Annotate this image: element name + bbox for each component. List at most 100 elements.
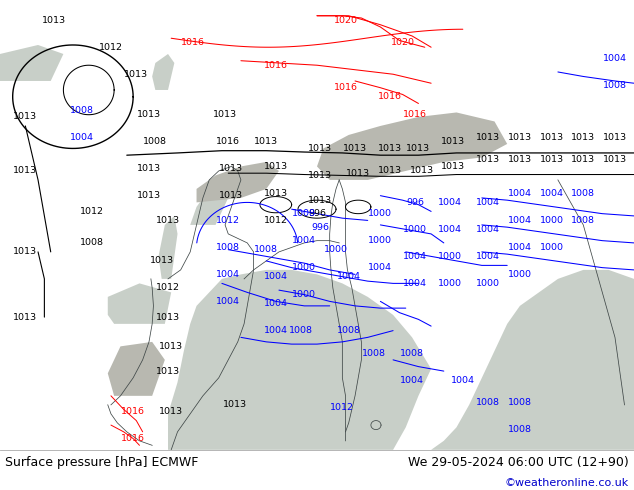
Text: 1004: 1004 — [216, 297, 240, 306]
Text: 1004: 1004 — [400, 376, 424, 385]
Polygon shape — [317, 113, 507, 180]
Text: 1008: 1008 — [254, 245, 278, 254]
Polygon shape — [108, 283, 171, 324]
Polygon shape — [0, 45, 63, 81]
Text: 1013: 1013 — [378, 167, 402, 175]
Text: 1004: 1004 — [403, 279, 427, 288]
Text: Surface pressure [hPa] ECMWF: Surface pressure [hPa] ECMWF — [5, 456, 198, 469]
Text: 1016: 1016 — [403, 110, 427, 119]
Text: 1008: 1008 — [400, 348, 424, 358]
Text: 1020: 1020 — [333, 16, 358, 24]
Text: 1004: 1004 — [368, 263, 392, 272]
Text: 1000: 1000 — [540, 216, 564, 225]
Text: 1013: 1013 — [213, 110, 237, 119]
Text: 1004: 1004 — [508, 243, 532, 252]
Text: 1013: 1013 — [264, 189, 288, 198]
Text: 1013: 1013 — [508, 133, 532, 142]
Text: 1004: 1004 — [403, 252, 427, 261]
Text: 1008: 1008 — [571, 189, 595, 198]
Text: 1008: 1008 — [292, 209, 316, 218]
Text: 1013: 1013 — [476, 133, 500, 142]
Polygon shape — [190, 180, 228, 225]
Text: 1004: 1004 — [476, 198, 500, 207]
Text: 1004: 1004 — [264, 272, 288, 281]
Text: 1013: 1013 — [219, 164, 243, 173]
Text: 1016: 1016 — [264, 61, 288, 70]
Text: 1008: 1008 — [143, 137, 167, 146]
Text: 1013: 1013 — [476, 155, 500, 164]
Text: 1013: 1013 — [603, 133, 627, 142]
Text: 1000: 1000 — [540, 243, 564, 252]
Text: 1013: 1013 — [13, 247, 37, 256]
Text: 1013: 1013 — [137, 164, 161, 173]
Text: 1013: 1013 — [13, 112, 37, 122]
Text: 1013: 1013 — [137, 110, 161, 119]
Text: 1008: 1008 — [508, 398, 532, 407]
Text: 1000: 1000 — [438, 279, 462, 288]
Text: 1008: 1008 — [571, 216, 595, 225]
Text: 1008: 1008 — [289, 326, 313, 335]
Text: 1013: 1013 — [264, 162, 288, 171]
Text: 1004: 1004 — [292, 236, 316, 245]
Text: 1020: 1020 — [391, 38, 415, 47]
Text: 1013: 1013 — [406, 144, 430, 153]
Text: We 29-05-2024 06:00 UTC (12+90): We 29-05-2024 06:00 UTC (12+90) — [408, 456, 629, 469]
Text: 1013: 1013 — [159, 407, 183, 416]
Text: ©weatheronline.co.uk: ©weatheronline.co.uk — [505, 478, 629, 488]
Text: 1004: 1004 — [540, 189, 564, 198]
Text: 1004: 1004 — [508, 189, 532, 198]
Text: 1004: 1004 — [476, 225, 500, 234]
Text: 1016: 1016 — [121, 407, 145, 416]
Text: 1008: 1008 — [80, 239, 104, 247]
Polygon shape — [152, 54, 174, 90]
Text: 1000: 1000 — [403, 225, 427, 234]
Text: 1013: 1013 — [378, 144, 402, 153]
Text: 1013: 1013 — [219, 191, 243, 200]
Text: 1013: 1013 — [137, 191, 161, 200]
Text: 1013: 1013 — [254, 137, 278, 146]
Text: 1004: 1004 — [337, 272, 361, 281]
Text: 1008: 1008 — [476, 398, 500, 407]
Text: 1004: 1004 — [451, 376, 475, 385]
Text: 1000: 1000 — [292, 290, 316, 299]
Text: 1008: 1008 — [603, 81, 627, 90]
Text: 1004: 1004 — [438, 198, 462, 207]
Text: 1000: 1000 — [438, 252, 462, 261]
Text: 1004: 1004 — [438, 225, 462, 234]
Text: 1013: 1013 — [343, 144, 367, 153]
Text: 1013: 1013 — [156, 216, 180, 225]
Text: 1012: 1012 — [216, 216, 240, 225]
Text: 1000: 1000 — [368, 236, 392, 245]
Text: 1013: 1013 — [571, 133, 595, 142]
Text: 1013: 1013 — [159, 342, 183, 351]
Text: 1013: 1013 — [156, 367, 180, 376]
Text: 1016: 1016 — [121, 434, 145, 443]
Text: 1013: 1013 — [410, 167, 434, 175]
Text: 1008: 1008 — [508, 425, 532, 434]
Polygon shape — [158, 216, 178, 279]
Text: 1008: 1008 — [216, 243, 240, 252]
Text: 1013: 1013 — [441, 137, 465, 146]
Text: 1004: 1004 — [264, 326, 288, 335]
Text: 1013: 1013 — [508, 155, 532, 164]
Text: 1008: 1008 — [362, 348, 386, 358]
Polygon shape — [431, 270, 634, 450]
Text: 1013: 1013 — [441, 162, 465, 171]
Text: 1012: 1012 — [99, 43, 123, 52]
Text: 1004: 1004 — [70, 133, 94, 142]
Text: 996: 996 — [308, 209, 326, 218]
Text: 1013: 1013 — [42, 16, 66, 24]
Text: 1004: 1004 — [264, 299, 288, 308]
Text: 1013: 1013 — [571, 155, 595, 164]
Polygon shape — [197, 162, 279, 202]
Text: 1012: 1012 — [264, 216, 288, 225]
Text: 1013: 1013 — [346, 169, 370, 178]
Text: 1012: 1012 — [80, 207, 104, 216]
Text: 1013: 1013 — [308, 196, 332, 205]
Text: 1004: 1004 — [508, 216, 532, 225]
Text: 1013: 1013 — [13, 167, 37, 175]
Text: 1004: 1004 — [603, 54, 627, 63]
Text: 1012: 1012 — [330, 403, 354, 412]
Text: 1016: 1016 — [378, 92, 402, 101]
Text: 996: 996 — [406, 198, 424, 207]
